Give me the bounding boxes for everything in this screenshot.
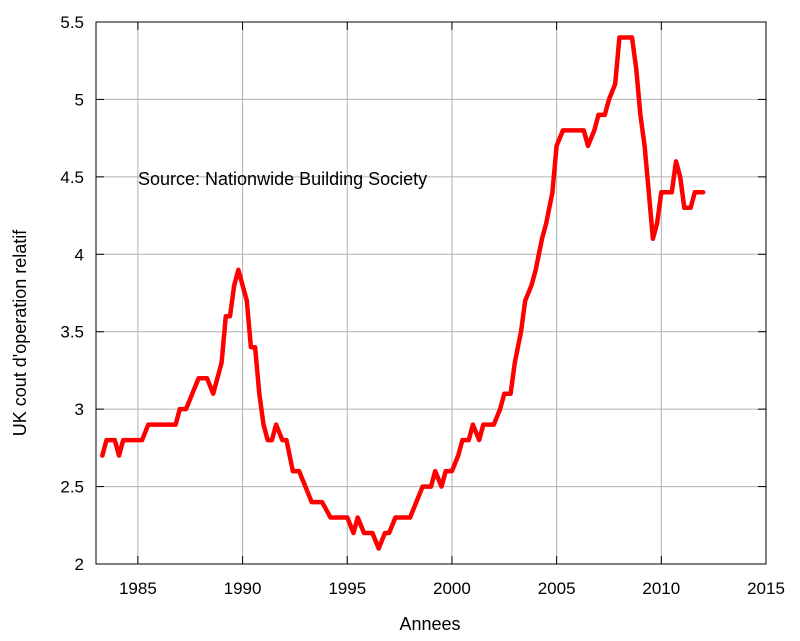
y-tick-label: 2: [75, 555, 84, 574]
y-tick-label: 2.5: [60, 478, 84, 497]
y-tick-label: 3.5: [60, 323, 84, 342]
y-tick-label: 3: [75, 400, 84, 419]
x-axis-label: Annees: [399, 614, 460, 634]
y-tick-label: 5: [75, 90, 84, 109]
series-group: [100, 35, 706, 551]
source-annotation: Source: Nationwide Building Society: [138, 169, 427, 189]
grid-lines: [96, 21, 767, 565]
x-tick-label: 2000: [433, 579, 471, 598]
x-tick-label: 1990: [224, 579, 262, 598]
x-tick-label: 2005: [538, 579, 576, 598]
x-tick-label: 1995: [328, 579, 366, 598]
y-tick-label: 4.5: [60, 168, 84, 187]
y-axis-label: UK cout d'operation relatif: [10, 229, 30, 437]
series-line: [100, 35, 706, 551]
x-tick-label: 2015: [747, 579, 785, 598]
y-tick-labels: 2 2.5 3 3.5 4 4.5 5 5.5: [60, 13, 84, 574]
plot-frame: [95, 21, 767, 565]
y-tick-label: 5.5: [60, 13, 84, 32]
y-tick-label: 4: [75, 245, 84, 264]
x-tick-label: 2010: [642, 579, 680, 598]
x-tick-labels: 1985 1990 1995 2000 2005 2010 2015: [119, 579, 785, 598]
x-tick-label: 1985: [119, 579, 157, 598]
